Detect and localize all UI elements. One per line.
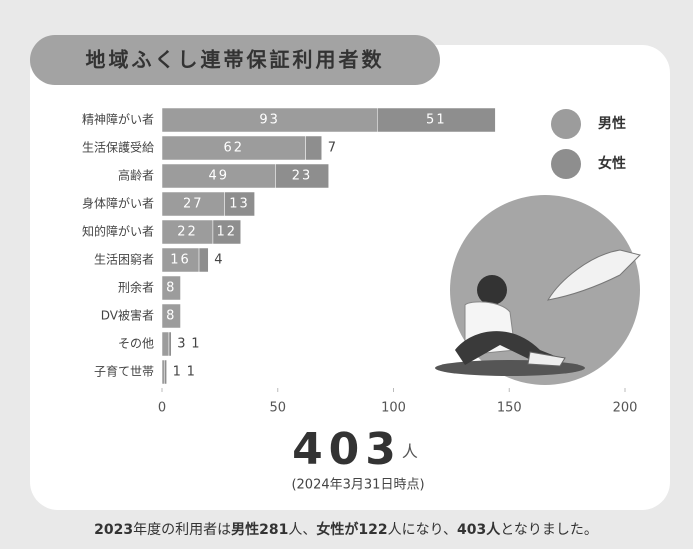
chart: 地域ふくし連帯保証利用者数 男性女性 403人 (2024年3月31日時点) 2… (0, 0, 693, 545)
y-tick-label: 高齢者 (118, 168, 154, 183)
total-unit: 人 (402, 442, 418, 461)
value-label: 12 (217, 225, 238, 240)
legend-label: 男性 (598, 115, 626, 132)
bar (306, 136, 322, 160)
value-label: 3 (177, 337, 185, 352)
footer-part: となりました。 (500, 522, 598, 538)
legend-swatch (551, 109, 581, 139)
value-label: 1 (187, 365, 195, 380)
y-tick-label: 生活困窮者 (94, 252, 154, 267)
value-label: 16 (170, 253, 191, 268)
footer-part: 人になり、 (388, 522, 457, 538)
bar (169, 332, 171, 356)
value-label: 27 (183, 197, 204, 212)
legend-swatch (551, 149, 581, 179)
value-label: 93 (259, 113, 280, 128)
legend-label: 女性 (598, 155, 626, 172)
x-tick-label: 0 (158, 401, 166, 416)
y-tick-label: 生活保護受給 (82, 140, 154, 155)
footer-part: 人、 (288, 522, 316, 538)
footer: 2023年度の利用者は男性281人、女性が122人になり、403人となりました。 (94, 521, 598, 538)
y-tick-label: DV被害者 (101, 308, 154, 323)
footer-part: 403人 (457, 521, 501, 538)
total-note: (2024年3月31日時点) (291, 478, 424, 493)
value-label: 8 (166, 281, 176, 296)
y-tick-label: 知的障がい者 (82, 224, 154, 239)
value-label: 1 (173, 365, 181, 380)
bar (162, 332, 169, 356)
bar (164, 360, 166, 384)
x-tick-label: 150 (497, 401, 522, 416)
y-tick-label: 刑余者 (118, 280, 154, 295)
chart-title: 地域ふくし連帯保証利用者数 (86, 48, 385, 72)
value-label: 22 (177, 225, 198, 240)
y-tick-label: 身体障がい者 (82, 196, 154, 211)
bar (199, 248, 208, 272)
value-label: 51 (426, 113, 447, 128)
value-label: 1 (191, 337, 199, 352)
value-label: 13 (229, 197, 250, 212)
value-label: 49 (208, 169, 229, 184)
value-label: 4 (214, 253, 222, 268)
x-tick-label: 200 (613, 401, 638, 416)
x-tick-label: 100 (381, 401, 406, 416)
total: 403人 (292, 424, 418, 475)
footer-part: 2023 (94, 522, 133, 538)
y-tick-label: 精神障がい者 (82, 112, 154, 127)
bar (162, 360, 164, 384)
head (477, 275, 507, 305)
y-tick-label: 子育て世帯 (94, 364, 154, 379)
y-tick-label: その他 (118, 337, 154, 351)
footer-part: 女性が122 (316, 521, 387, 538)
x-tick-label: 50 (269, 401, 286, 416)
footer-part: 年度の利用者は (133, 522, 231, 538)
value-label: 8 (166, 309, 176, 324)
total-value: 403 (292, 424, 402, 475)
value-label: 7 (328, 141, 336, 156)
value-label: 62 (223, 141, 244, 156)
value-label: 23 (292, 169, 313, 184)
footer-part: 男性281 (231, 521, 288, 538)
